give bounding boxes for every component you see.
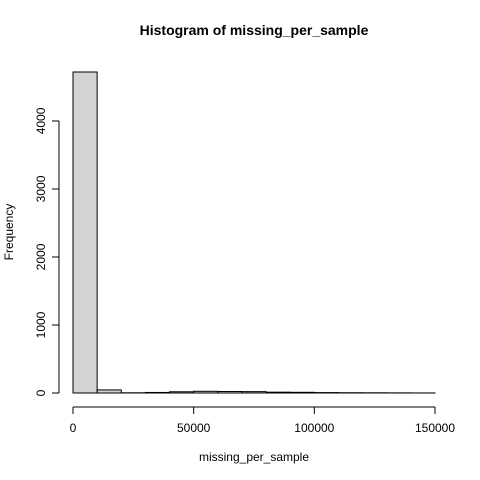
x-axis-label: missing_per_sample <box>199 450 309 464</box>
histogram-bars <box>72 71 436 394</box>
y-axis-label: Frequency <box>2 204 16 261</box>
histogram-bar <box>96 389 122 394</box>
y-tick-label: 1000 <box>34 311 48 338</box>
histogram-bar <box>72 71 98 394</box>
chart-title: Histogram of missing_per_sample <box>140 22 369 38</box>
histogram-bar <box>144 391 171 394</box>
y-tick-label: 0 <box>34 389 48 396</box>
y-tick-label: 4000 <box>34 107 48 134</box>
x-tick-label: 150000 <box>415 421 455 435</box>
y-axis: 0 1000 2000 3000 4000 <box>34 107 60 396</box>
y-tick-label: 3000 <box>34 175 48 202</box>
histogram-bar <box>241 391 267 394</box>
histogram-bar <box>289 391 315 394</box>
histogram-bar <box>193 390 219 394</box>
x-tick-label: 100000 <box>294 421 334 435</box>
x-tick-label: 0 <box>70 421 77 435</box>
y-tick-label: 2000 <box>34 243 48 270</box>
histogram-bar <box>265 391 291 394</box>
histogram-bar <box>169 391 195 394</box>
histogram-bar <box>217 391 243 394</box>
x-axis: 0 50000 100000 150000 <box>70 406 455 435</box>
x-tick-label: 50000 <box>177 421 211 435</box>
